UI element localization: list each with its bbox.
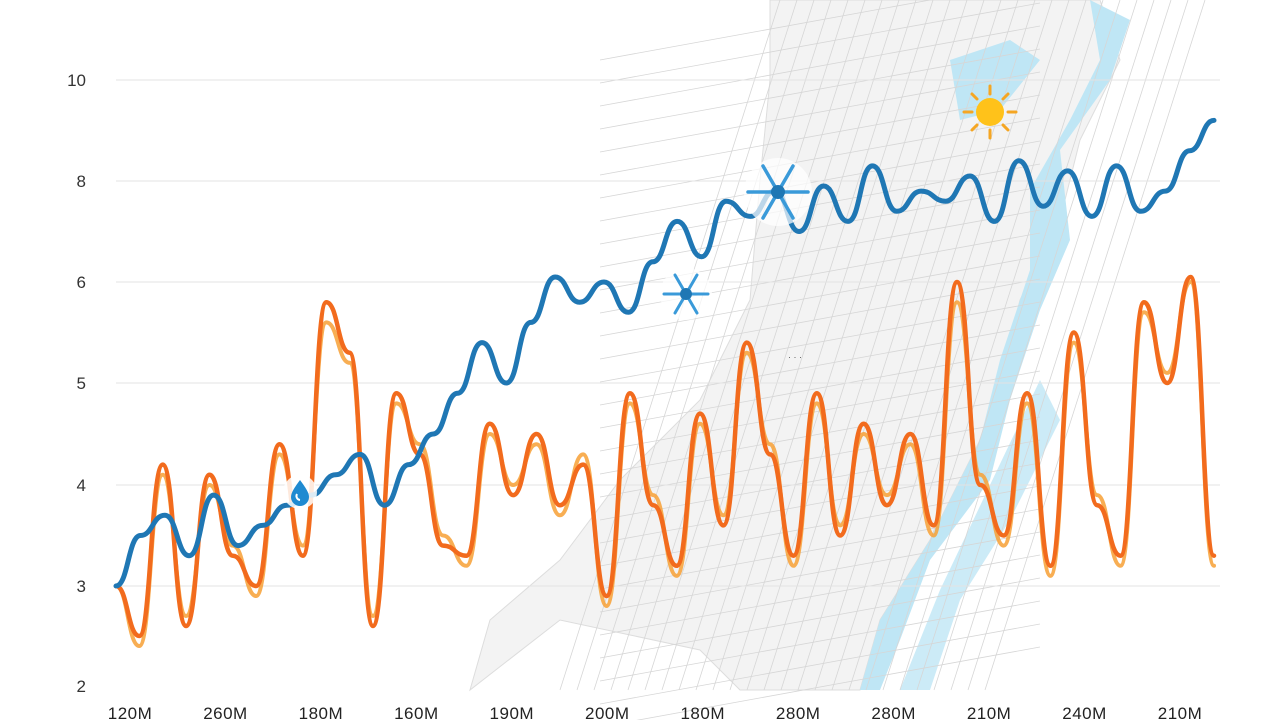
- y-tick-label: 2: [77, 677, 86, 696]
- y-tick-label: 6: [77, 273, 86, 292]
- x-tick-label: 240M: [1062, 704, 1107, 720]
- y-tick-label: 3: [77, 577, 86, 596]
- x-tick-label: 280M: [776, 704, 821, 720]
- x-tick-label: 210M: [967, 704, 1012, 720]
- snowflake-icon: [744, 158, 812, 226]
- y-tick-label: 5: [77, 374, 86, 393]
- sun-icon: [962, 84, 1018, 140]
- x-tick-label: 260M: [203, 704, 248, 720]
- map-background: · · ·: [469, 0, 1206, 725]
- snowflake-icon: [660, 268, 712, 320]
- x-tick-label: 180M: [680, 704, 725, 720]
- x-tick-label: 160M: [394, 704, 439, 720]
- x-tick-label: 190M: [490, 704, 535, 720]
- map-label: · · ·: [788, 352, 802, 362]
- x-axis: 120M 260M 180M 160M 190M 200M 180M 280M 280M 210M…: [108, 704, 1203, 723]
- grid: [116, 79, 1220, 587]
- water-drop-icon: [283, 475, 317, 509]
- x-tick-label: 280M: [871, 704, 916, 720]
- y-tick-label: 10: [67, 71, 86, 90]
- x-tick-label: 120M: [108, 704, 153, 720]
- y-axis: 2 3 4 5 6 8 10: [67, 71, 86, 696]
- x-tick-label: 210M: [1158, 704, 1203, 720]
- x-tick-label: 200M: [585, 704, 630, 720]
- y-tick-label: 8: [77, 172, 86, 191]
- series-line-1: [113, 274, 1217, 639]
- x-tick-label: 180M: [299, 704, 344, 720]
- y-tick-label: 4: [77, 476, 86, 495]
